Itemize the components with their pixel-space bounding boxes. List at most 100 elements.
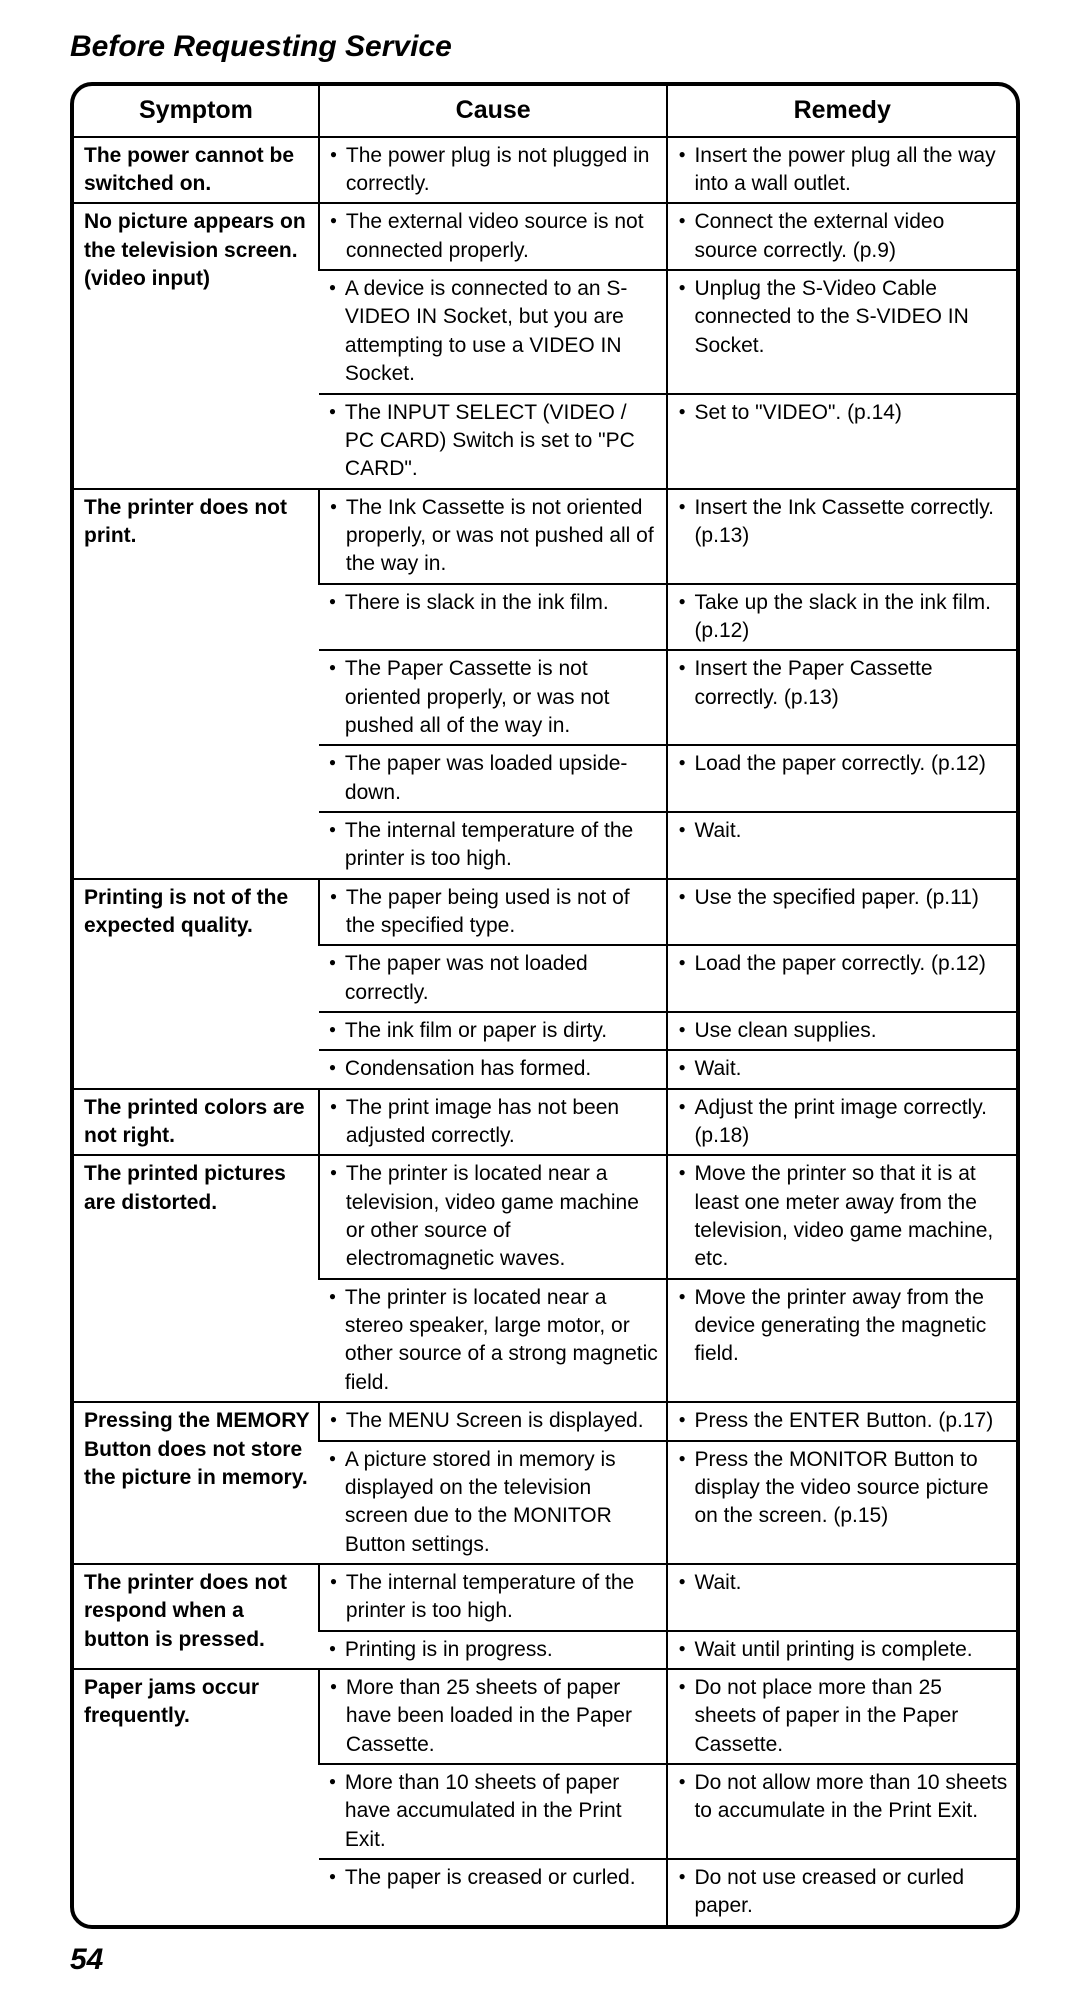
remedy-text: Insert the power plug all the way into a…: [678, 142, 1008, 199]
remedy-cell: Press the ENTER Button. (p.17): [667, 1402, 1016, 1440]
cause-cell: Condensation has formed.: [319, 1050, 668, 1088]
remedy-text: Wait until printing is complete.: [678, 1636, 1008, 1664]
remedy-cell: Load the paper correctly. (p.12): [667, 745, 1016, 812]
table-row: Pressing the MEMORY Button does not stor…: [74, 1402, 1016, 1440]
remedy-text: Do not allow more than 10 sheets to accu…: [678, 1769, 1008, 1826]
table-row: The printed pictures are distorted.The p…: [74, 1155, 1016, 1278]
remedy-cell: Adjust the print image correctly. (p.18): [667, 1089, 1016, 1156]
remedy-cell: Move the printer away from the device ge…: [667, 1279, 1016, 1402]
cause-text: The paper was not loaded correctly.: [329, 950, 659, 1007]
cause-text: The Paper Cassette is not oriented prope…: [329, 655, 659, 740]
cause-cell: The internal temperature of the printer …: [319, 1564, 668, 1631]
remedy-cell: Wait.: [667, 812, 1016, 879]
page: Before Requesting Service Symptom Cause …: [0, 0, 1080, 1997]
cause-text: The external video source is not connect…: [330, 208, 659, 265]
remedy-cell: Press the MONITOR Button to display the …: [667, 1441, 1016, 1564]
remedy-text: Move the printer so that it is at least …: [678, 1160, 1008, 1273]
page-title: Before Requesting Service: [70, 30, 1020, 64]
cause-cell: The Paper Cassette is not oriented prope…: [319, 650, 668, 745]
remedy-cell: Unplug the S-Video Cable connected to th…: [667, 270, 1016, 393]
remedy-text: Set to "VIDEO". (p.14): [678, 399, 1008, 427]
remedy-text: Take up the slack in the ink film. (p.12…: [678, 589, 1008, 646]
remedy-cell: Wait.: [667, 1050, 1016, 1088]
remedy-cell: Wait until printing is complete.: [667, 1631, 1016, 1669]
table-header-row: Symptom Cause Remedy: [74, 86, 1016, 137]
cause-text: The INPUT SELECT (VIDEO / PC CARD) Switc…: [329, 399, 659, 484]
remedy-text: Press the MONITOR Button to display the …: [678, 1446, 1008, 1531]
troubleshooting-table-wrap: Symptom Cause Remedy The power cannot be…: [70, 82, 1020, 1929]
remedy-text: Adjust the print image correctly. (p.18): [678, 1094, 1008, 1151]
remedy-cell: Use clean supplies.: [667, 1012, 1016, 1050]
symptom-cell: Printing is not of the expected quality.: [74, 879, 319, 1089]
table-row: The power cannot be switched on.The powe…: [74, 137, 1016, 204]
cause-text: A device is connected to an S-VIDEO IN S…: [329, 275, 659, 388]
remedy-text: Do not use creased or curled paper.: [678, 1864, 1008, 1921]
symptom-cell: The printed colors are not right.: [74, 1089, 319, 1156]
cause-cell: A device is connected to an S-VIDEO IN S…: [319, 270, 668, 393]
remedy-cell: Insert the power plug all the way into a…: [667, 137, 1016, 204]
remedy-text: Do not place more than 25 sheets of pape…: [678, 1674, 1008, 1759]
cause-text: There is slack in the ink film.: [329, 589, 659, 617]
cause-text: The paper being used is not of the speci…: [330, 884, 659, 941]
remedy-cell: Use the specified paper. (p.11): [667, 879, 1016, 946]
table-row: Paper jams occur frequently.More than 25…: [74, 1669, 1016, 1764]
cause-cell: The printer is located near a stereo spe…: [319, 1279, 668, 1402]
symptom-cell: The power cannot be switched on.: [74, 137, 319, 204]
remedy-cell: Connect the external video source correc…: [667, 203, 1016, 270]
cause-cell: The paper being used is not of the speci…: [319, 879, 668, 946]
cause-text: The power plug is not plugged in correct…: [330, 142, 659, 199]
symptom-cell: The printer does not respond when a butt…: [74, 1564, 319, 1669]
remedy-cell: Insert the Ink Cassette correctly. (p.13…: [667, 489, 1016, 584]
remedy-cell: Wait.: [667, 1564, 1016, 1631]
remedy-text: Wait.: [678, 1055, 1008, 1083]
cause-cell: A picture stored in memory is displayed …: [319, 1441, 668, 1564]
cause-cell: More than 10 sheets of paper have accumu…: [319, 1764, 668, 1859]
cause-text: The MENU Screen is displayed.: [330, 1407, 659, 1435]
cause-text: The printer is located near a television…: [330, 1160, 659, 1273]
table-row: The printed colors are not right.The pri…: [74, 1089, 1016, 1156]
symptom-cell: No picture appears on the television scr…: [74, 203, 319, 488]
remedy-text: Press the ENTER Button. (p.17): [678, 1407, 1008, 1435]
cause-text: Printing is in progress.: [329, 1636, 659, 1664]
table-row: The printer does not respond when a butt…: [74, 1564, 1016, 1631]
cause-text: The Ink Cassette is not oriented properl…: [330, 494, 659, 579]
cause-cell: The ink film or paper is dirty.: [319, 1012, 668, 1050]
remedy-text: Load the paper correctly. (p.12): [678, 750, 1008, 778]
remedy-text: Unplug the S-Video Cable connected to th…: [678, 275, 1008, 360]
cause-text: A picture stored in memory is displayed …: [329, 1446, 659, 1559]
cause-text: Condensation has formed.: [329, 1055, 659, 1083]
remedy-text: Insert the Paper Cassette correctly. (p.…: [678, 655, 1008, 712]
cause-text: The ink film or paper is dirty.: [329, 1017, 659, 1045]
table-row: No picture appears on the television scr…: [74, 203, 1016, 270]
cause-text: The paper is creased or curled.: [329, 1864, 659, 1892]
cause-cell: The power plug is not plugged in correct…: [319, 137, 668, 204]
cause-cell: The internal temperature of the printer …: [319, 812, 668, 879]
cause-cell: The printer is located near a television…: [319, 1155, 668, 1278]
cause-cell: The external video source is not connect…: [319, 203, 668, 270]
page-number: 54: [70, 1943, 1020, 1977]
header-cause: Cause: [319, 86, 668, 137]
remedy-text: Wait.: [678, 1569, 1008, 1597]
cause-text: More than 25 sheets of paper have been l…: [330, 1674, 659, 1759]
symptom-cell: Paper jams occur frequently.: [74, 1669, 319, 1925]
remedy-cell: Do not use creased or curled paper.: [667, 1859, 1016, 1925]
remedy-cell: Do not place more than 25 sheets of pape…: [667, 1669, 1016, 1764]
cause-text: The internal temperature of the printer …: [329, 817, 659, 874]
header-symptom: Symptom: [74, 86, 319, 137]
header-remedy: Remedy: [667, 86, 1016, 137]
troubleshooting-table: Symptom Cause Remedy The power cannot be…: [74, 86, 1016, 1925]
symptom-cell: The printed pictures are distorted.: [74, 1155, 319, 1402]
cause-cell: The paper was not loaded correctly.: [319, 945, 668, 1012]
cause-cell: The Ink Cassette is not oriented properl…: [319, 489, 668, 584]
remedy-text: Use clean supplies.: [678, 1017, 1008, 1045]
cause-cell: There is slack in the ink film.: [319, 584, 668, 651]
symptom-cell: Pressing the MEMORY Button does not stor…: [74, 1402, 319, 1564]
remedy-cell: Set to "VIDEO". (p.14): [667, 394, 1016, 489]
cause-cell: The print image has not been adjusted co…: [319, 1089, 668, 1156]
remedy-text: Use the specified paper. (p.11): [678, 884, 1008, 912]
cause-text: The print image has not been adjusted co…: [330, 1094, 659, 1151]
cause-text: The internal temperature of the printer …: [330, 1569, 659, 1626]
cause-cell: More than 25 sheets of paper have been l…: [319, 1669, 668, 1764]
remedy-cell: Insert the Paper Cassette correctly. (p.…: [667, 650, 1016, 745]
remedy-text: Connect the external video source correc…: [678, 208, 1008, 265]
